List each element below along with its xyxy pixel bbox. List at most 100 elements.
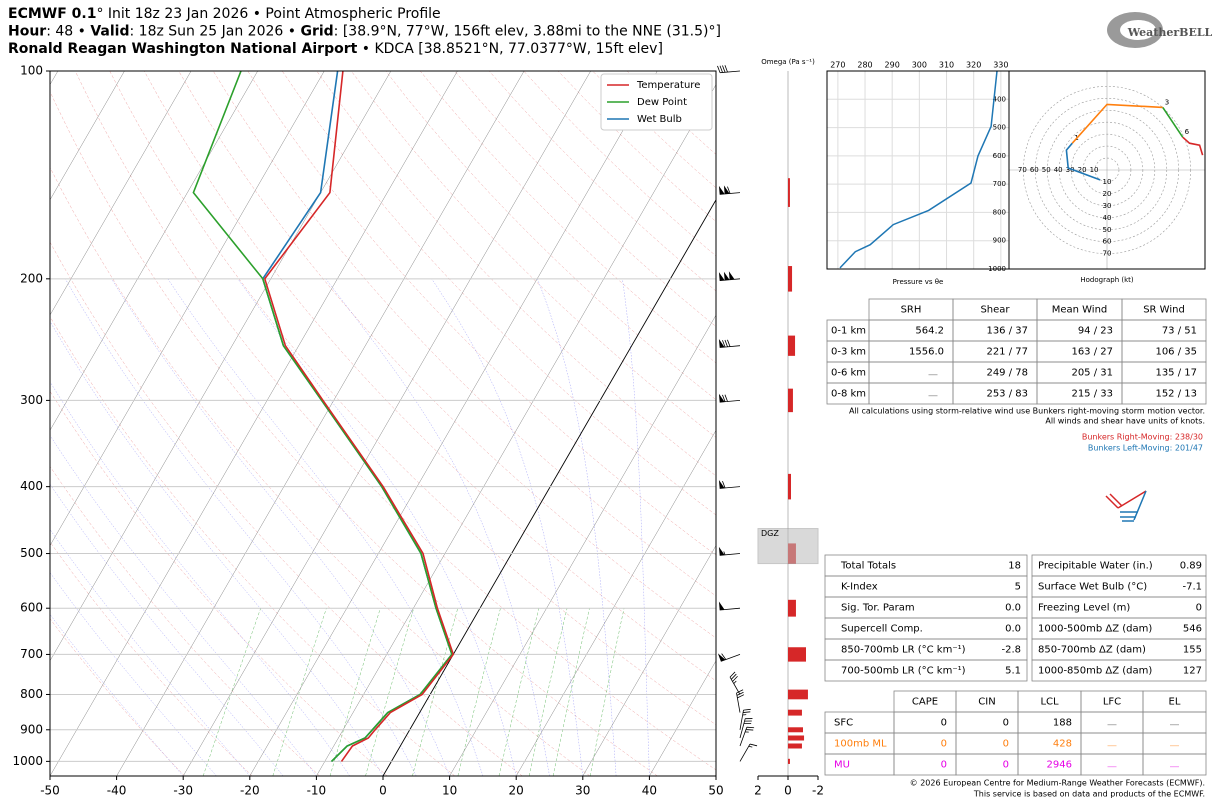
table-text: — xyxy=(1170,762,1180,773)
plot-frame xyxy=(49,70,717,777)
table-text: 0 xyxy=(1003,718,1009,729)
dry-adiabat xyxy=(316,71,716,477)
isotherm xyxy=(449,314,716,776)
hodo-ring-label: 40 xyxy=(1054,166,1063,174)
table-text: 0.0 xyxy=(1005,603,1021,614)
table-text: 163 / 27 xyxy=(1071,347,1113,358)
hodo-ring-label: 20 xyxy=(1103,190,1112,198)
dry-adiabat xyxy=(213,71,716,597)
table-text: Mean Wind xyxy=(1052,305,1108,316)
table-text: LCL xyxy=(1040,697,1059,708)
table-text: 0-1 km xyxy=(831,326,866,337)
legend-label: Dew Point xyxy=(637,97,687,108)
moist-adiabat xyxy=(50,434,317,776)
wind-barb xyxy=(736,689,745,713)
table-text: Precipitable Water (in.) xyxy=(1038,561,1153,572)
table-text: 850-700mb ΔZ (dam) xyxy=(1038,645,1146,656)
header-segment: : 48 • xyxy=(46,24,90,40)
mixing-ratio-line xyxy=(329,608,381,776)
dry-adiabat xyxy=(178,71,716,639)
isotherm xyxy=(50,71,59,86)
dry-adiabat xyxy=(50,465,320,776)
table-text: -7.1 xyxy=(1182,582,1202,593)
table-text: 0 xyxy=(1003,760,1009,771)
dry-adiabat xyxy=(50,541,253,776)
table-text: SR Wind xyxy=(1143,305,1185,316)
legend-label: Wet Bulb xyxy=(637,114,682,125)
table-text: 850-700mb LR (°C km⁻¹) xyxy=(841,645,966,656)
table-text: -2.8 xyxy=(1001,645,1021,656)
wind-barb xyxy=(739,726,755,747)
table-text: 135 / 17 xyxy=(1155,368,1197,379)
omega-bar xyxy=(788,266,793,292)
x-tick-label: 310 xyxy=(939,61,954,70)
y-tick-label: 700 xyxy=(20,647,43,661)
x-tick-label: -2 xyxy=(812,784,824,798)
hodo-ring-label: 70 xyxy=(1103,250,1112,258)
dry-adiabat xyxy=(144,71,716,682)
table-text: 700-500mb LR (°C km⁻¹) xyxy=(841,666,966,677)
header-segment: Valid xyxy=(90,24,129,40)
hodo-ring-label: 70 xyxy=(1018,166,1027,174)
omega-bar xyxy=(788,743,802,749)
wind-barb xyxy=(718,393,741,403)
y-tick-label: 900 xyxy=(993,237,1006,245)
hodo-ring xyxy=(1094,157,1120,183)
table-text: SFC xyxy=(834,718,853,729)
table-text: CIN xyxy=(978,697,995,708)
isotherm xyxy=(50,71,392,662)
x-tick-label: 40 xyxy=(642,784,657,798)
table-text: 428 xyxy=(1053,739,1072,750)
y-tick-label: 200 xyxy=(20,271,43,285)
bunkers-lm xyxy=(1133,490,1147,521)
storm-motion-glyph xyxy=(1105,490,1147,522)
hodo-ring xyxy=(1070,133,1144,207)
isotherm xyxy=(50,71,458,776)
table-text: 127 xyxy=(1183,666,1202,677)
omega-bar xyxy=(788,709,802,716)
table-text: 0 xyxy=(941,718,947,729)
hodo-height-label: 6 xyxy=(1185,128,1190,136)
moist-adiabat xyxy=(325,278,550,776)
table-note: All winds and shear have units of knots. xyxy=(1045,417,1205,426)
profile-line xyxy=(192,71,453,762)
mixing-ratio-line xyxy=(272,608,327,776)
header-segment: ° Init 18z 23 Jan 2026 • Point Atmospher… xyxy=(96,6,440,22)
moist-adiabat xyxy=(431,278,583,776)
legend-box xyxy=(600,73,713,131)
wind-barb xyxy=(718,479,741,489)
header-segment: Ronald Reagan Washington National Airpor… xyxy=(8,41,358,57)
theta-e-title: Pressure vs θe xyxy=(893,278,944,286)
bunkers-rm xyxy=(1109,493,1123,507)
table-text: 5 xyxy=(1015,582,1021,593)
wind-barb xyxy=(717,653,741,662)
table-text: 215 / 33 xyxy=(1071,389,1113,400)
mixing-ratio-line xyxy=(589,608,625,776)
y-tick-label: 800 xyxy=(993,208,1006,216)
wind-barb xyxy=(739,718,753,739)
table-cell xyxy=(868,361,954,384)
moist-adiabat xyxy=(50,320,384,776)
hodo-ring-label: 50 xyxy=(1103,226,1112,234)
moist-adiabat xyxy=(50,614,184,776)
table-text: 0-8 km xyxy=(831,389,866,400)
x-tick-label: 30 xyxy=(575,784,590,798)
isotherm xyxy=(249,71,658,776)
isotherm xyxy=(316,84,716,776)
hodo-ring-label: 60 xyxy=(1030,166,1039,174)
table-text: Sig. Tor. Param xyxy=(841,603,915,614)
table-text: MU xyxy=(834,760,850,771)
table-text: Freezing Level (m) xyxy=(1038,603,1130,614)
moist-adiabat xyxy=(50,381,350,776)
y-tick-label: 400 xyxy=(993,95,1006,103)
hodo-title: Hodograph (kt) xyxy=(1080,276,1134,284)
moist-adiabat xyxy=(65,278,417,776)
dry-adiabat xyxy=(75,71,716,771)
y-tick-label: 100 xyxy=(20,64,43,78)
isotherm xyxy=(182,71,591,776)
wind-barb xyxy=(718,601,741,611)
dry-adiabat xyxy=(50,90,658,776)
wind-barb xyxy=(718,339,741,348)
y-tick-label: 500 xyxy=(20,546,43,560)
header-segment: Hour xyxy=(8,24,46,40)
